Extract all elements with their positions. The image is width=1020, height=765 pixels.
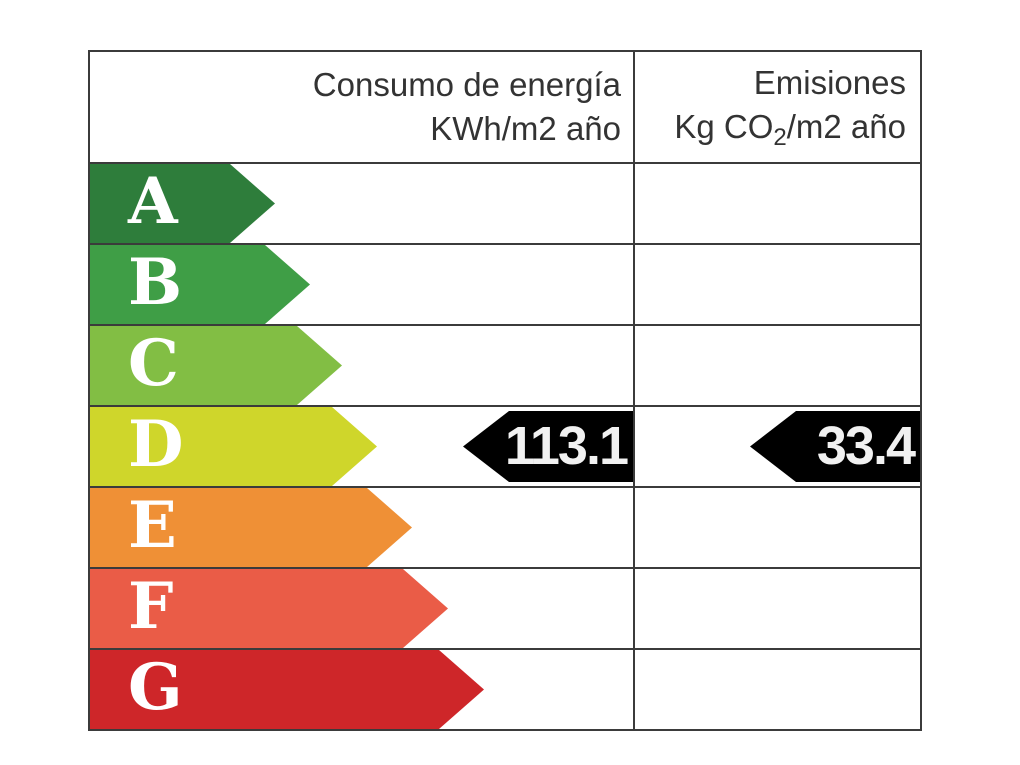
rating-row-f: F [90,567,920,648]
consumption-value: 113.1 [504,416,629,476]
rating-row-b-emissions-cell [635,245,920,324]
rating-arrow-g: G [90,650,484,729]
rating-row-f-consumption-cell: F [90,569,635,648]
rating-letter-c: C [128,326,179,401]
rating-arrow-a: A [90,164,275,243]
consumption-header-unit: KWh/m2 año [430,110,621,147]
rating-letter-e: E [128,488,177,563]
consumption-column-header: Consumo de energía KWh/m2 año [90,52,635,162]
rating-row-e: E [90,486,920,567]
rating-row-d: D 113.1 33.4 [90,405,920,486]
rating-arrow-f: F [90,569,448,648]
rating-row-c-consumption-cell: C [90,326,635,405]
rating-row-c-emissions-cell [635,326,920,405]
rating-arrow-e: E [90,488,412,567]
rating-letter-f: F [128,569,174,644]
rating-arrow-d: D [90,407,377,486]
rating-row-b: B [90,243,920,324]
rating-row-b-consumption-cell: B [90,245,635,324]
rating-row-d-consumption-cell: D 113.1 [90,407,635,486]
rating-row-e-consumption-cell: E [90,488,635,567]
rating-row-a-consumption-cell: A [90,164,635,243]
rating-letter-d: D [128,407,184,482]
rating-row-c: C [90,324,920,405]
rating-row-f-emissions-cell [635,569,920,648]
rating-arrow-c: C [90,326,342,405]
emissions-column-header: Emisiones Kg CO2/m2 año [635,52,920,162]
rating-row-e-emissions-cell [635,488,920,567]
rating-letter-a: A [128,164,178,239]
emissions-unit-subscript: 2 [773,124,787,151]
emissions-unit-suffix: /m2 año [786,108,906,145]
consumption-header-title: Consumo de energía [312,66,621,103]
emissions-value-arrow: 33.4 [750,411,920,482]
emissions-header-title: Emisiones [753,64,906,101]
rating-row-g: G [90,648,920,729]
rating-letter-g: G [128,650,183,725]
emissions-header-unit: Kg CO2/m2 año [635,105,906,153]
consumption-value-arrow: 113.1 [463,411,633,482]
rating-row-a-emissions-cell [635,164,920,243]
rating-row-g-emissions-cell [635,650,920,729]
rating-row-d-emissions-cell: 33.4 [635,407,920,486]
rating-row-g-consumption-cell: G [90,650,635,729]
emissions-value: 33.4 [816,416,916,476]
rating-letter-b: B [128,245,183,320]
energy-rating-table: Consumo de energía KWh/m2 año Emisiones … [88,50,922,731]
rating-row-a: A [90,162,920,243]
rating-arrow-b: B [90,245,310,324]
table-header-row: Consumo de energía KWh/m2 año Emisiones … [90,52,920,162]
emissions-unit-prefix: Kg CO [674,108,774,145]
